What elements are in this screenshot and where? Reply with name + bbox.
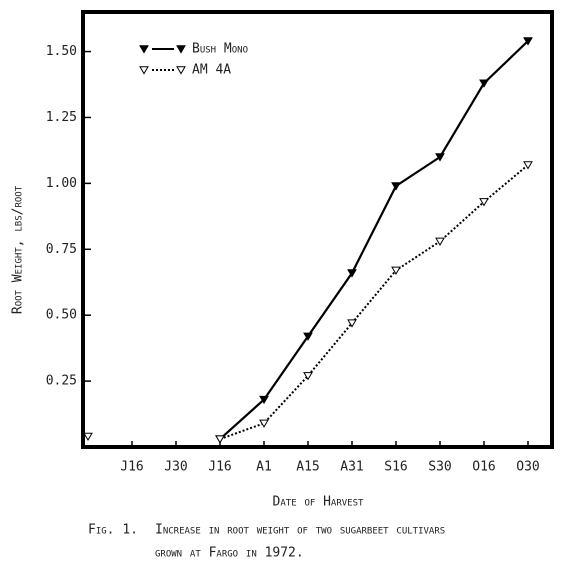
legend-label: AM 4A	[192, 63, 231, 78]
marker	[347, 269, 357, 278]
legend-label: Bush Mono	[192, 42, 248, 57]
marker	[479, 79, 489, 88]
x-tick-label: S16	[384, 460, 407, 475]
x-axis-label: Date of Harvest	[273, 495, 364, 510]
x-tick-label: O16	[472, 460, 495, 475]
x-tick-label: J16	[208, 460, 231, 475]
marker	[391, 182, 401, 191]
legend-marker	[139, 66, 149, 75]
marker	[215, 435, 225, 444]
marker	[347, 319, 357, 328]
y-tick-label: 0.75	[46, 242, 77, 257]
caption-label: Fig. 1.	[88, 523, 138, 538]
x-tick-label: A15	[296, 460, 319, 475]
y-tick-label: 1.25	[46, 110, 77, 125]
marker	[83, 432, 93, 442]
y-axis-label: Root Weight, lbs/root	[11, 185, 26, 314]
marker	[479, 198, 489, 207]
caption: Increase in root weight of two sugarbeet…	[155, 523, 445, 538]
legend-marker	[176, 45, 186, 54]
marker	[303, 372, 313, 381]
caption: grown at Fargo in 1972.	[155, 546, 304, 561]
marker	[523, 37, 533, 46]
marker	[435, 237, 445, 246]
x-tick-label: J16	[120, 460, 143, 475]
marker	[303, 332, 313, 341]
series-line	[219, 40, 529, 440]
series-line	[219, 164, 529, 441]
x-tick-label: A1	[256, 460, 272, 475]
x-tick-label: A31	[340, 460, 363, 475]
plot-frame	[81, 10, 554, 449]
legend-marker	[139, 45, 149, 54]
marker	[435, 153, 445, 162]
marker	[523, 161, 533, 170]
legend-marker	[176, 66, 186, 75]
marker	[391, 266, 401, 275]
y-tick-label: 1.50	[46, 44, 77, 59]
y-tick-label: 0.25	[46, 374, 77, 389]
y-tick-label: 0.50	[46, 308, 77, 323]
x-tick-label: S30	[428, 460, 451, 475]
marker	[259, 419, 269, 428]
y-tick-label: 1.00	[46, 176, 77, 191]
x-tick-label: O30	[516, 460, 539, 475]
x-tick-label: J30	[164, 460, 187, 475]
marker	[259, 395, 269, 405]
